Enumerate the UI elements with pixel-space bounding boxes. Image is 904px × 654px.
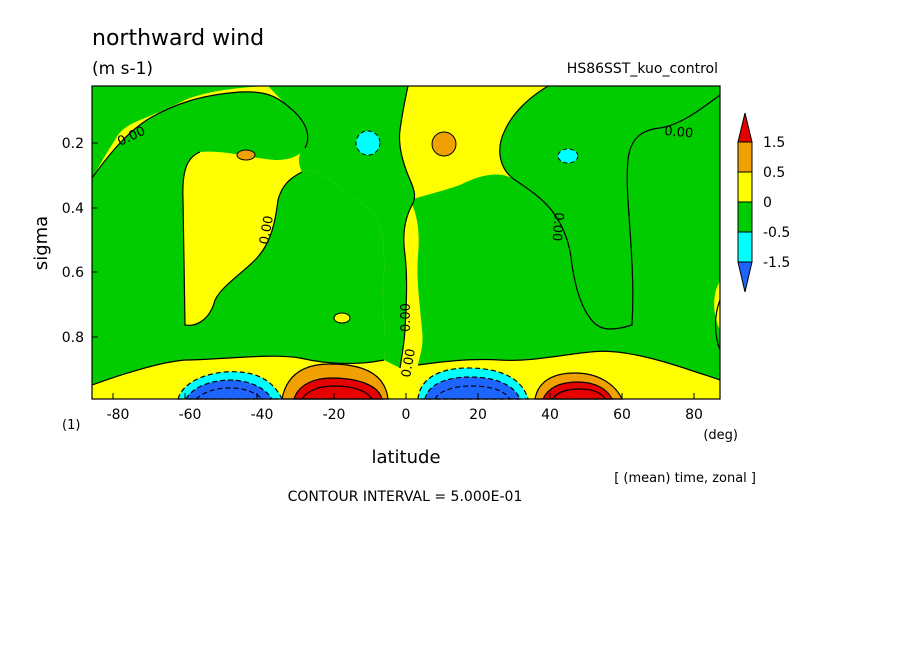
x-axis-unit: (deg) <box>703 428 738 443</box>
x-tick-label: 80 <box>685 407 703 423</box>
y-axis <box>92 142 98 338</box>
x-tick-label: 0 <box>402 407 411 423</box>
x-tick-labels: -80 -60 -40 -20 0 20 40 60 80 <box>107 407 703 423</box>
legend-swatch <box>737 231 753 263</box>
y-tick-label: 0.6 <box>62 265 84 281</box>
contour-label: 0.00 <box>399 348 419 379</box>
averaging-note: [ (mean) time, zonal ] <box>614 471 756 486</box>
x-tick-label: 20 <box>469 407 487 423</box>
legend-swatch <box>737 112 753 143</box>
y-tick-label: 0.2 <box>62 136 84 152</box>
contour-label: 0.00 <box>664 124 694 141</box>
legend-label: -0.5 <box>763 225 790 241</box>
region-positive-island <box>333 312 351 324</box>
chart-units: (m s-1) <box>92 59 153 79</box>
contour-labels: 0.00 0.00 0.00 0.00 0.00 0.00 <box>115 124 693 379</box>
contour-label: 0.00 <box>257 215 277 246</box>
x-tick-label: -20 <box>323 407 346 423</box>
x-tick-label: -80 <box>107 407 130 423</box>
legend-swatch <box>737 201 753 233</box>
zero-contours <box>91 85 721 386</box>
cell-negative-nh <box>417 367 529 400</box>
y-tick-labels: 0.2 0.4 0.6 0.8 <box>62 136 84 346</box>
x-axis <box>112 393 695 399</box>
legend-swatch <box>737 261 753 293</box>
y-axis-extra: (1) <box>62 418 80 433</box>
legend-label: 1.5 <box>763 135 785 151</box>
legend-label: 0.5 <box>763 165 785 181</box>
x-tick-label: 60 <box>613 407 631 423</box>
x-tick-label: -60 <box>179 407 202 423</box>
cell-positive-nh <box>534 372 623 400</box>
x-axis-label: latitude <box>371 447 440 468</box>
region-negative-nh <box>499 86 720 330</box>
dataset-label: HS86SST_kuo_control <box>567 61 718 77</box>
region-negative-strong-sh <box>355 130 381 156</box>
region-negative-sh-high <box>92 91 385 386</box>
contour-label: 0.00 <box>399 303 414 332</box>
y-tick-label: 0.8 <box>62 330 84 346</box>
cell-negative-sh <box>177 371 283 400</box>
legend-swatch <box>737 141 753 173</box>
legend-swatch <box>737 171 753 203</box>
region-negative-pole-sh <box>92 86 268 178</box>
color-legend: 1.5 0.5 0 -0.5 -1.5 <box>737 112 790 293</box>
chart-title: northward wind <box>92 26 264 51</box>
y-tick-label: 0.4 <box>62 201 84 217</box>
region-negative-column <box>268 86 415 368</box>
plot-area <box>91 85 721 400</box>
region-positive-strong-nh <box>431 131 457 157</box>
cell-positive-sh <box>281 363 389 400</box>
legend-label: -1.5 <box>763 255 790 271</box>
region-negative-strong-nh <box>557 148 579 164</box>
x-tick-label: -40 <box>251 407 274 423</box>
region-positive-strong-sh <box>236 149 256 161</box>
contour-interval: CONTOUR INTERVAL = 5.000E-01 <box>288 489 523 505</box>
region-negative-nh-low <box>410 95 720 380</box>
x-tick-label: 40 <box>541 407 559 423</box>
legend-label: 0 <box>763 195 772 211</box>
y-axis-label: sigma <box>31 216 52 270</box>
contour-label: 0.00 <box>548 212 565 242</box>
